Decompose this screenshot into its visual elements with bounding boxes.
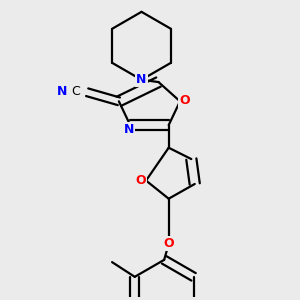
Text: O: O [135, 174, 146, 187]
Text: O: O [164, 238, 174, 250]
Text: O: O [179, 94, 190, 107]
Text: N: N [124, 123, 134, 136]
Text: N: N [136, 73, 147, 86]
Text: C: C [71, 85, 80, 98]
Text: N: N [57, 85, 68, 98]
